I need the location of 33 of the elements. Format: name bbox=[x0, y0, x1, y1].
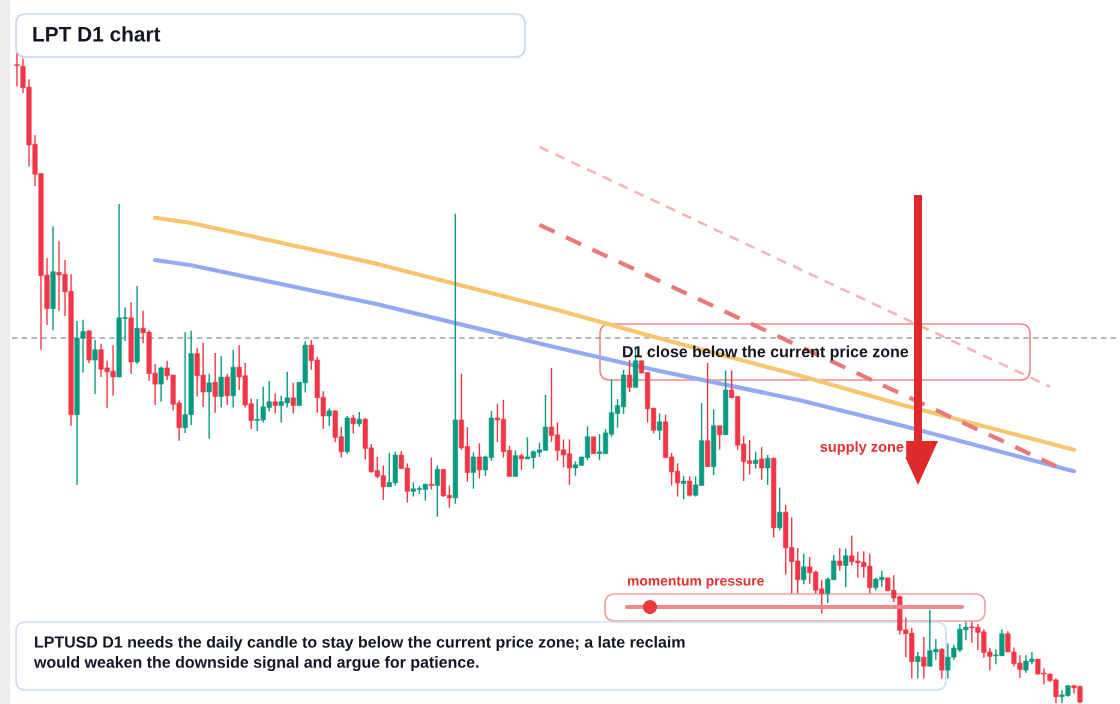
candlestick bbox=[687, 475, 693, 498]
candlestick bbox=[92, 339, 98, 395]
candlestick bbox=[759, 446, 765, 481]
candlestick bbox=[428, 456, 434, 491]
candlestick bbox=[434, 464, 440, 518]
annotation: momentum pressure bbox=[627, 576, 764, 589]
candlestick bbox=[218, 355, 224, 409]
candlestick bbox=[470, 451, 476, 490]
candlestick bbox=[476, 442, 482, 480]
candlestick bbox=[290, 382, 296, 415]
candlestick bbox=[801, 553, 807, 586]
candlestick bbox=[843, 547, 849, 588]
candlestick bbox=[158, 365, 164, 403]
candlestick bbox=[837, 547, 843, 572]
candlestick bbox=[921, 636, 927, 680]
candlestick bbox=[765, 454, 771, 486]
candlestick bbox=[206, 373, 212, 440]
candlestick bbox=[717, 425, 723, 451]
chart-title: LPT D1 chart bbox=[33, 26, 161, 42]
candlestick bbox=[272, 392, 278, 415]
candlestick bbox=[626, 359, 633, 393]
candlestick bbox=[915, 651, 921, 680]
candlestick bbox=[681, 475, 687, 500]
annotation: LPTUSD D1 needs the daily candle to stay below the current price zone; a late reclaim would weaken the downside signal and argue for patience. bbox=[33, 636, 685, 672]
candlestick bbox=[212, 352, 218, 414]
candlestick bbox=[657, 412, 663, 441]
candlestick bbox=[512, 449, 519, 478]
candlestick bbox=[350, 413, 356, 435]
candlestick bbox=[777, 486, 783, 532]
annotation: supply zone bbox=[820, 441, 904, 455]
candlestick bbox=[939, 647, 945, 680]
candlestick bbox=[14, 52, 20, 88]
candlestick bbox=[224, 373, 230, 406]
